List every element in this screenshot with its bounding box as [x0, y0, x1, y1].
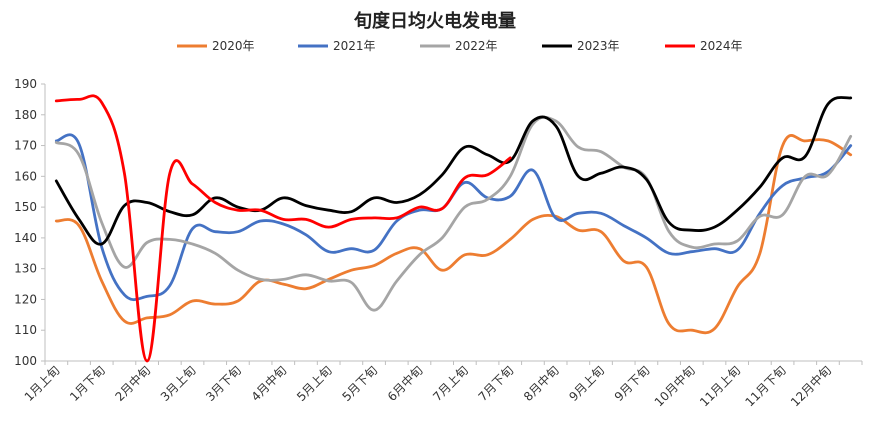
x-tick-label: 6月中旬: [384, 363, 425, 404]
x-tick-label: 11月下旬: [743, 363, 789, 409]
legend-label: 2020年: [212, 39, 255, 53]
x-tick-label: 3月上旬: [158, 363, 199, 404]
series-line-2023年: [54, 96, 853, 246]
x-tick-label: 9月上旬: [566, 363, 607, 404]
series-line-2020年: [54, 134, 853, 335]
y-tick-label: 120: [14, 292, 37, 306]
x-tick-label: 9月下旬: [612, 363, 653, 404]
legend-label: 2024年: [700, 39, 743, 53]
legend: 2020年 2021年 2022年 2023年 2024年: [177, 39, 743, 53]
series-line-2022年: [54, 115, 853, 312]
x-tick-label: 11月上旬: [697, 363, 743, 409]
y-tick-label: 150: [14, 200, 37, 214]
x-tick-label: 8月中旬: [520, 363, 561, 404]
series-line-2024年: [54, 94, 512, 363]
x-tick-label: 10月中旬: [651, 363, 698, 410]
y-ticks: 100 110 120 130 140 150 160 170 180 190: [14, 77, 45, 368]
x-tick-label: 1月上旬: [22, 363, 63, 404]
x-tick-label: 2月中旬: [112, 363, 153, 404]
x-tick-label: 3月下旬: [203, 363, 244, 404]
x-tick-label: 4月中旬: [248, 363, 289, 404]
y-tick-label: 140: [14, 231, 37, 245]
x-tick-label: 7月上旬: [430, 363, 471, 404]
series-group: [54, 94, 853, 363]
y-tick-label: 110: [14, 323, 37, 337]
legend-label: 2023年: [577, 39, 620, 53]
legend-label: 2021年: [333, 39, 376, 53]
y-tick-label: 180: [14, 108, 37, 122]
chart-title: 旬度日均火电发电量: [353, 10, 516, 32]
x-tick-label: 7月下旬: [476, 363, 517, 404]
y-tick-label: 190: [14, 77, 37, 91]
legend-label: 2022年: [455, 39, 498, 53]
x-ticks: 1月上旬 1月下旬 2月中旬 3月上旬 3月下旬 4月中旬 5月上旬 5月下旬 6月中旬 7月上旬…: [22, 361, 863, 410]
y-tick-label: 130: [14, 262, 37, 276]
y-tick-label: 170: [14, 139, 37, 153]
y-tick-label: 100: [14, 354, 37, 368]
y-tick-label: 160: [14, 169, 37, 183]
x-tick-label: 5月上旬: [294, 363, 335, 404]
x-tick-label: 5月下旬: [339, 363, 380, 404]
x-tick-label: 1月下旬: [67, 363, 108, 404]
x-tick-label: 12月中旬: [787, 363, 834, 410]
